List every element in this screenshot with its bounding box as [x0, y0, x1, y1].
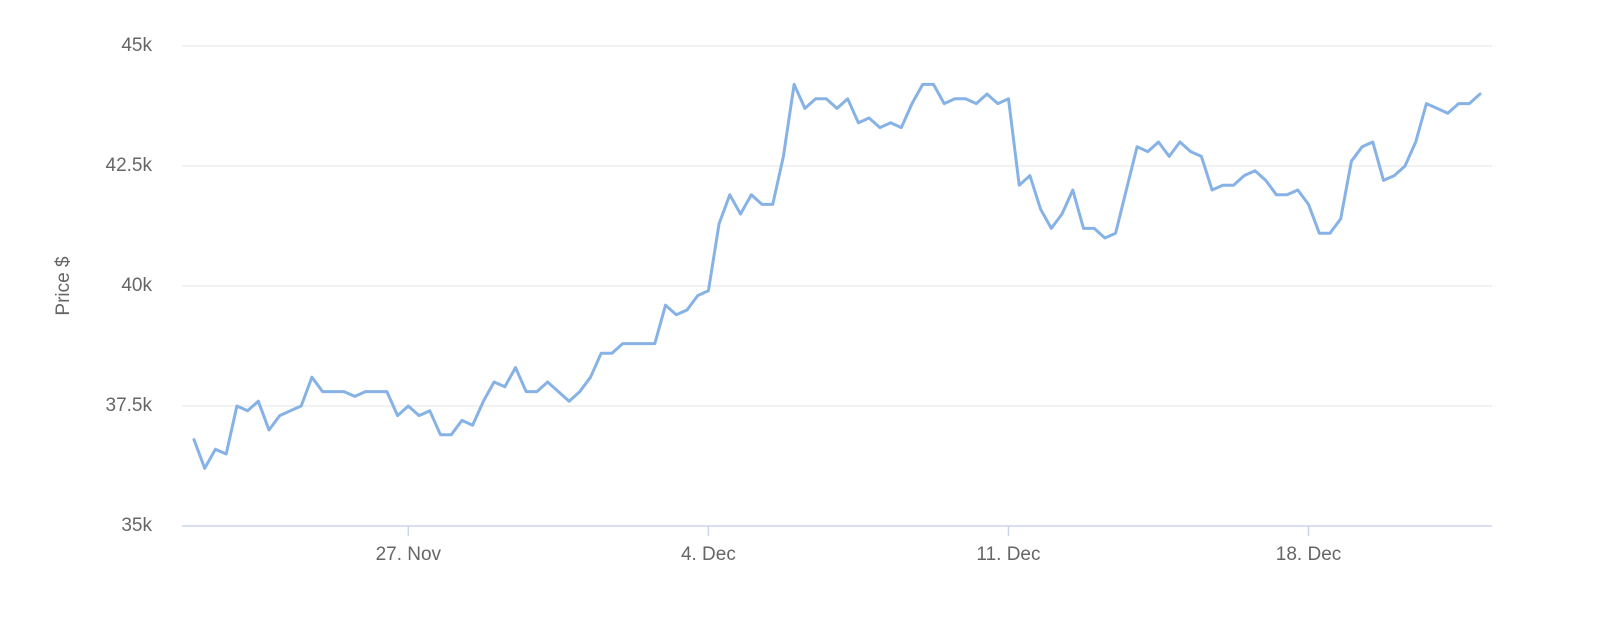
- y-tick-label: 40k: [121, 275, 152, 296]
- y-tick-label: 42.5k: [106, 155, 153, 176]
- x-tick-label: 27. Nov: [376, 544, 442, 565]
- y-tick-label: 37.5k: [106, 395, 153, 416]
- x-tick-label: 4. Dec: [681, 544, 736, 565]
- price-line: [192, 82, 1482, 470]
- y-axis-label: Price $: [53, 256, 74, 316]
- x-tick-label: 18. Dec: [1276, 544, 1341, 565]
- y-tick-label: 45k: [121, 35, 152, 56]
- y-tick-label: 35k: [121, 515, 152, 536]
- x-tick-label: 11. Dec: [976, 544, 1040, 565]
